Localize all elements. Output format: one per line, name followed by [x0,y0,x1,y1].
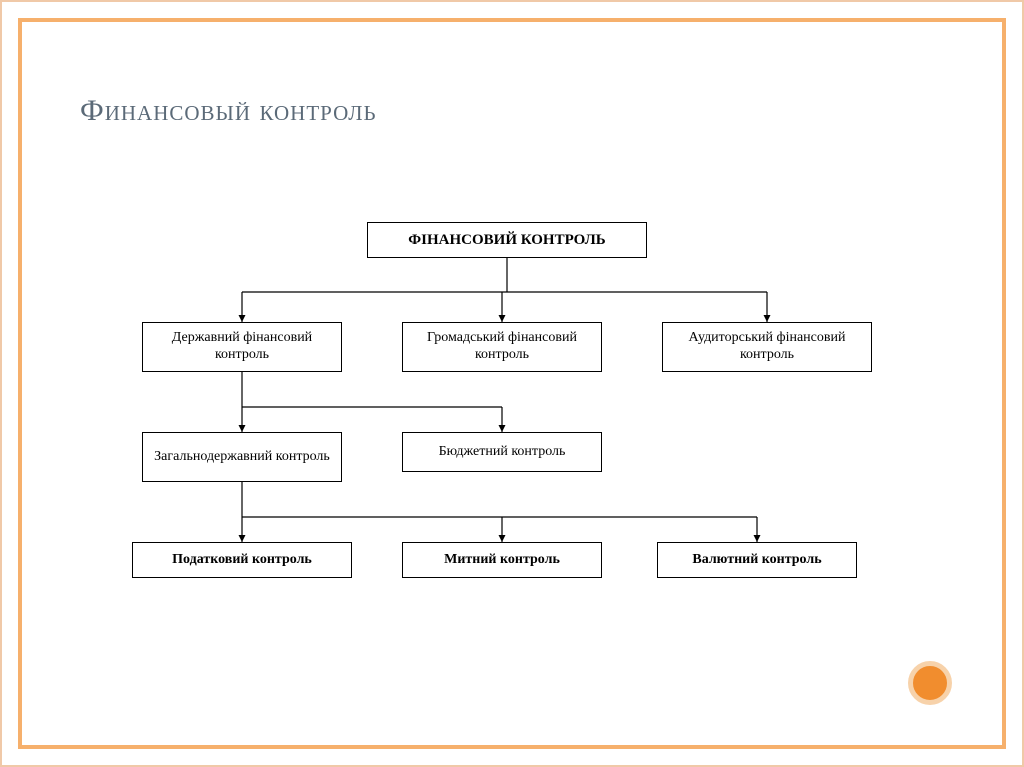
slide-title: Финансовый контроль [80,94,377,128]
node-label: Аудиторський фінансовий контроль [671,330,863,364]
node-root: ФІНАНСОВИЙ КОНТРОЛЬ [367,222,647,258]
node-label: Валютний контроль [692,552,821,569]
node-label: Громадський фінан­совий контроль [411,330,593,364]
node-label: Митний контроль [444,552,560,569]
node-audit: Аудиторський фінансовий контроль [662,322,872,372]
node-tax: Податковий контроль [132,542,352,578]
node-gov: Державний фінансо­вий контроль [142,322,342,372]
node-label: ФІНАНСОВИЙ КОНТРОЛЬ [408,231,605,249]
node-general: Загальнодержавний контроль [142,432,342,482]
flowchart-diagram: ФІНАНСОВИЙ КОНТРОЛЬ Державний фінансо­вий… [102,222,912,642]
node-label: Загальнодержавний контроль [154,449,330,466]
node-label: Податковий контроль [172,552,312,569]
slide-inner-frame: Финансовый контроль ФІНАНСОВИЙ КОНТРОЛЬ Д… [18,18,1006,749]
node-budget: Бюджетний контроль [402,432,602,472]
decor-circle-icon [908,661,952,705]
slide-outer-frame: Финансовый контроль ФІНАНСОВИЙ КОНТРОЛЬ Д… [0,0,1024,767]
node-public: Громадський фінан­совий контроль [402,322,602,372]
node-customs: Митний контроль [402,542,602,578]
node-label: Бюджетний контроль [439,444,566,461]
node-currency: Валютний контроль [657,542,857,578]
node-label: Державний фінансо­вий контроль [151,330,333,364]
